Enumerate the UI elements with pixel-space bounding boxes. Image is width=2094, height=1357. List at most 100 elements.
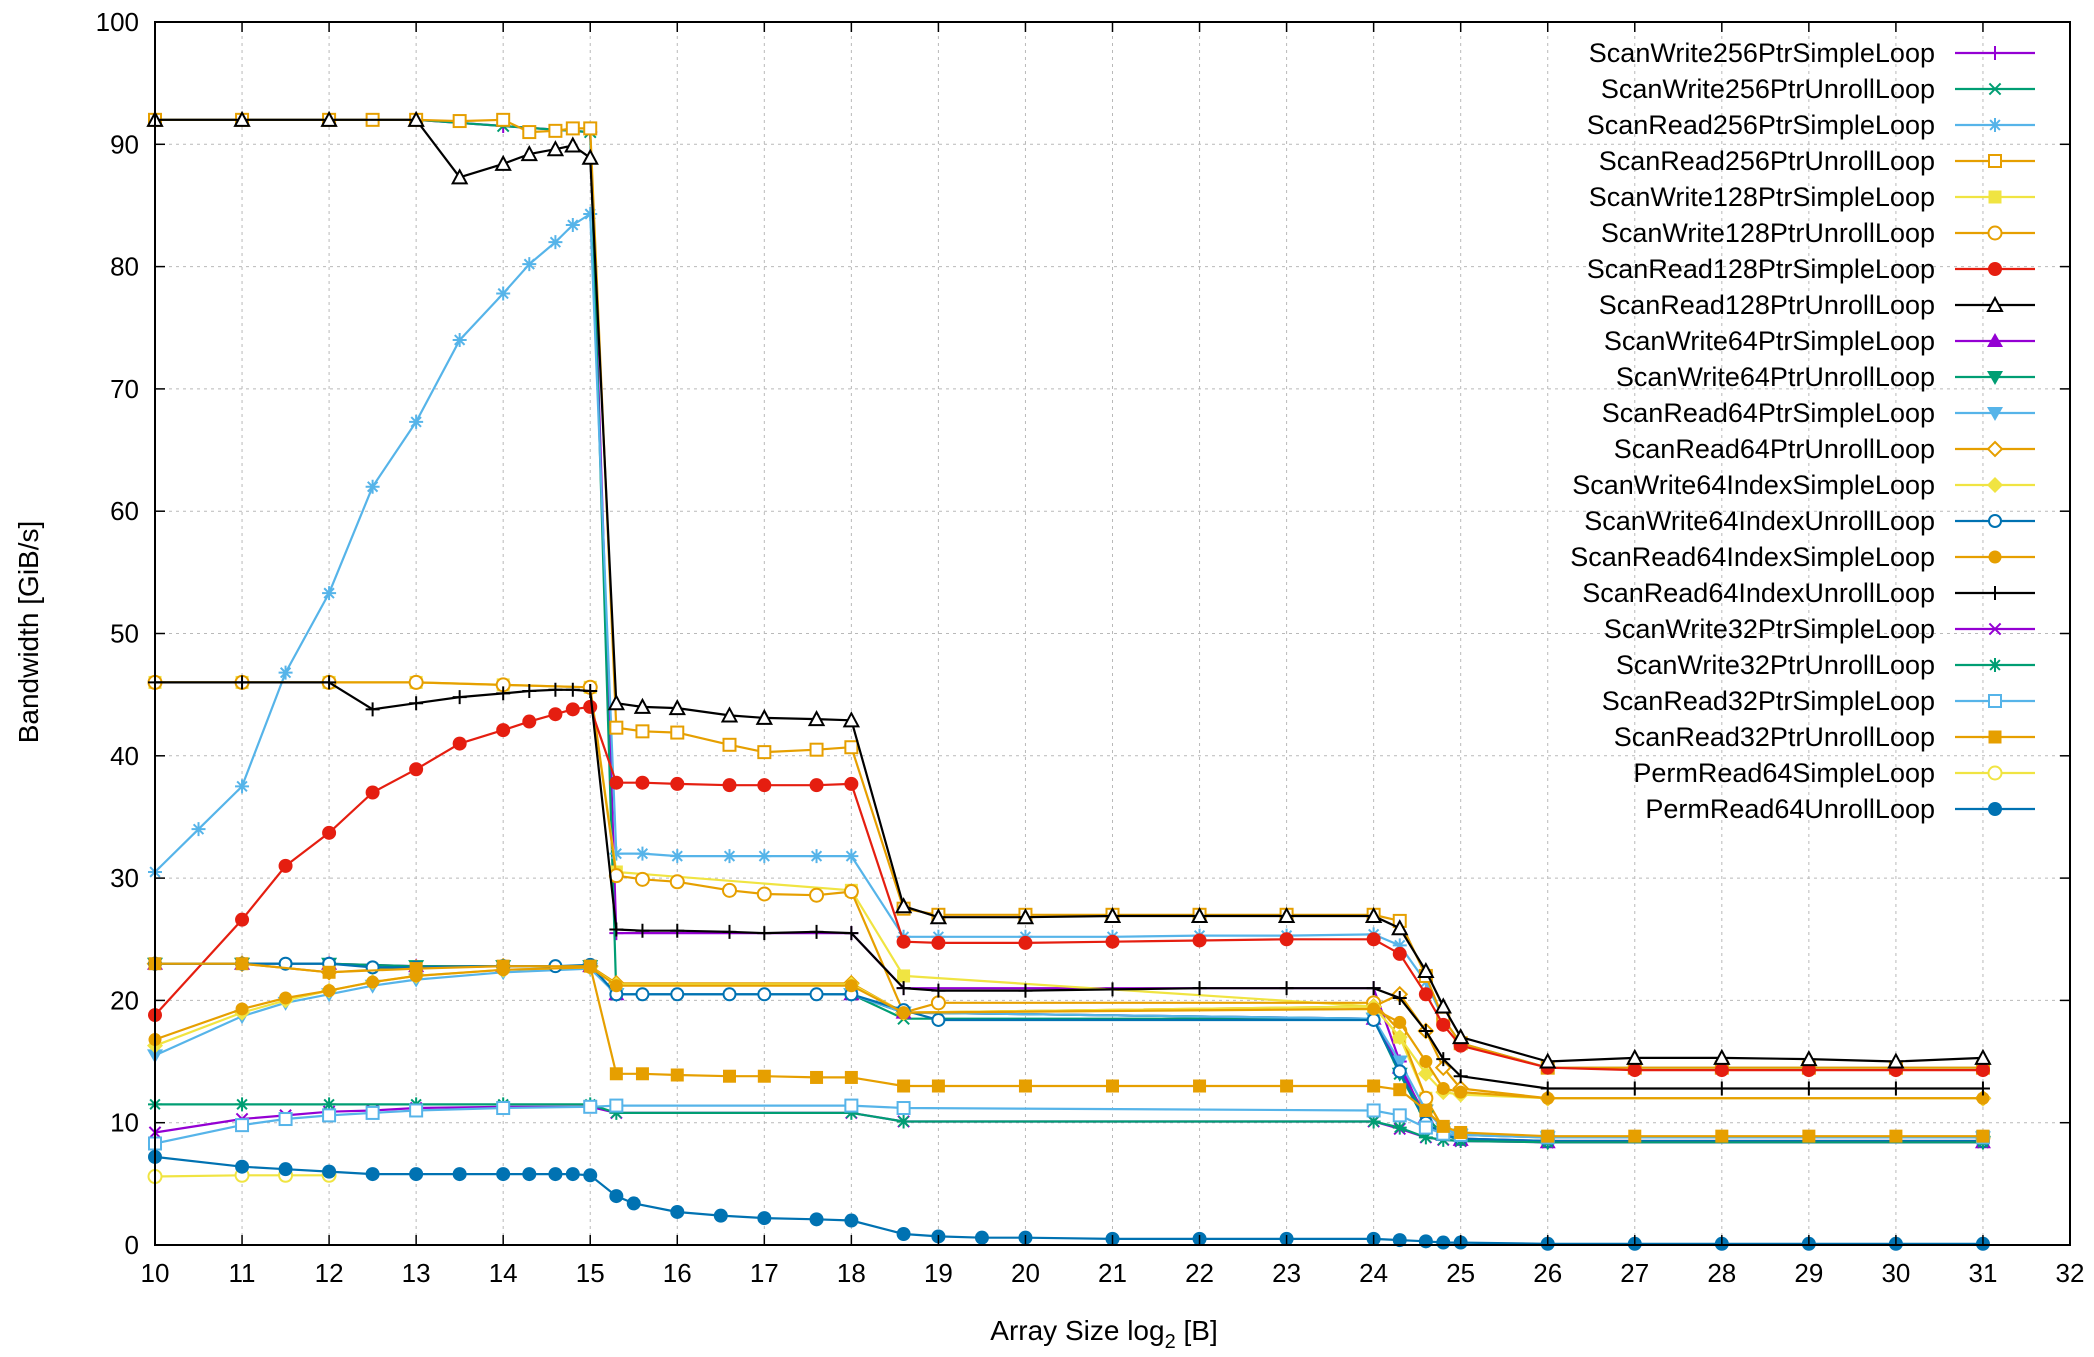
data-point [1392, 1064, 1407, 1079]
y-tick-label: 40 [110, 741, 139, 771]
legend-marker [1987, 333, 2003, 347]
x-tick-label: 20 [1011, 1258, 1040, 1288]
data-point [235, 1097, 250, 1112]
data-point [931, 983, 946, 998]
data-point [522, 1167, 537, 1182]
x-tick-label: 22 [1185, 1258, 1214, 1288]
data-point [496, 959, 510, 973]
data-point [1454, 1125, 1468, 1139]
data-point [809, 778, 824, 793]
data-point [1627, 1063, 1642, 1078]
data-point [496, 1167, 511, 1182]
data-point [1419, 1103, 1433, 1117]
x-tick-label: 11 [229, 1258, 256, 1288]
data-point [670, 923, 685, 938]
data-point [756, 886, 772, 902]
data-point [635, 724, 650, 739]
legend-label: ScanRead128PtrUnrollLoop [1599, 290, 1935, 320]
data-point [670, 849, 685, 864]
data-point [757, 926, 772, 941]
series-ScanWrite64PtrSimpleLoop [147, 955, 1991, 1149]
data-point [1540, 1081, 1555, 1096]
data-point [565, 682, 580, 697]
x-tick-label: 14 [489, 1258, 518, 1288]
data-point [322, 984, 336, 998]
data-point [974, 1230, 989, 1245]
data-point [844, 849, 859, 864]
data-point [366, 975, 380, 989]
data-point [1436, 1052, 1451, 1067]
data-point [1103, 906, 1122, 924]
data-point [548, 1167, 563, 1182]
data-point [1279, 932, 1294, 947]
y-tick-label: 90 [110, 129, 139, 159]
legend-entry: ScanRead32PtrSimpleLoop [1602, 686, 2035, 716]
data-point [894, 897, 913, 914]
data-point [609, 922, 624, 937]
legend-marker [1988, 82, 2002, 96]
data-point [565, 218, 580, 233]
data-point [1279, 981, 1294, 996]
data-point [1975, 1081, 1990, 1096]
data-point [1367, 1079, 1381, 1093]
data-point [1392, 946, 1407, 961]
data-point [844, 776, 859, 791]
data-point [1418, 1130, 1433, 1145]
data-point [1715, 1129, 1729, 1143]
legend-label: PermRead64UnrollLoop [1645, 794, 1935, 824]
data-point [929, 908, 948, 925]
x-tick-label: 30 [1881, 1258, 1910, 1288]
data-point [1192, 933, 1207, 948]
data-point [1436, 1119, 1450, 1133]
data-point [668, 698, 686, 716]
legend-marker [1988, 730, 2002, 744]
series-line [155, 1103, 1983, 1144]
data-point [452, 114, 467, 129]
x-tick-label: 29 [1794, 1258, 1823, 1288]
y-tick-label: 20 [110, 985, 139, 1015]
data-point [322, 1097, 337, 1112]
data-point [279, 991, 293, 1005]
data-point [1627, 1081, 1642, 1096]
legend-entry: ScanRead32PtrUnrollLoop [1614, 722, 2035, 752]
legend-label: ScanWrite64PtrUnrollLoop [1616, 362, 1935, 392]
data-point [191, 822, 206, 837]
data-point [844, 926, 859, 941]
data-point [522, 257, 537, 272]
data-point [843, 884, 859, 900]
legend-entry: ScanWrite256PtrSimpleLoop [1589, 38, 2035, 68]
data-point [1434, 997, 1452, 1014]
data-point [670, 776, 685, 791]
data-point [1106, 1079, 1119, 1093]
data-point [365, 785, 380, 800]
data-point [235, 912, 250, 927]
series-ScanRead64IndexSimpleLoop [148, 960, 1990, 1105]
data-point [1366, 1103, 1381, 1118]
data-point [1976, 1091, 1990, 1105]
series-line [155, 681, 1983, 1139]
data-point [755, 708, 773, 725]
data-point [609, 720, 624, 735]
series-ScanRead128PtrSimpleLoop [148, 699, 1990, 1078]
data-point [626, 1196, 641, 1211]
data-point [1418, 1120, 1433, 1135]
y-tick-label: 10 [110, 1108, 139, 1138]
legend-entry: ScanRead64IndexUnrollLoop [1582, 578, 2035, 608]
series-ScanRead64IndexUnrollLoop [148, 675, 1990, 1096]
data-point [1366, 981, 1381, 996]
data-point [235, 957, 249, 971]
data-point [1277, 906, 1296, 924]
data-point [809, 924, 824, 939]
series-line [154, 1104, 1983, 1145]
data-point [609, 775, 624, 790]
x-tick-label: 13 [402, 1258, 431, 1288]
data-point [1366, 1114, 1381, 1129]
data-point [809, 887, 825, 903]
data-point [609, 979, 623, 993]
data-point [581, 148, 599, 165]
data-point [1392, 1233, 1407, 1248]
data-point [1018, 935, 1033, 950]
data-point [548, 235, 563, 250]
legend-label: ScanRead64IndexSimpleLoop [1570, 542, 1935, 572]
